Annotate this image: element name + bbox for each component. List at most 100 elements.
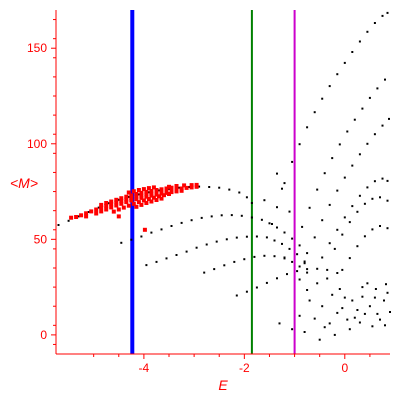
series-1-point bbox=[373, 296, 376, 299]
series-1-point bbox=[336, 228, 339, 231]
series-2-point bbox=[167, 192, 171, 196]
series-2-point bbox=[169, 188, 174, 192]
series-2-point bbox=[121, 205, 126, 210]
series-2-point bbox=[149, 199, 154, 204]
series-2-point bbox=[109, 205, 114, 210]
series-1-point bbox=[379, 196, 381, 199]
series-2-point bbox=[162, 193, 166, 198]
series-2-point bbox=[99, 209, 104, 214]
series-1-point bbox=[235, 236, 238, 239]
series-1-point bbox=[358, 194, 361, 197]
series-1-point bbox=[273, 255, 276, 258]
series-1-point bbox=[175, 254, 178, 256]
series-1-point bbox=[155, 260, 158, 263]
series-1-point bbox=[283, 256, 286, 259]
series-1-point bbox=[379, 318, 381, 321]
series-1-point bbox=[333, 247, 336, 250]
series-1-point bbox=[328, 85, 331, 88]
series-1-point bbox=[57, 224, 60, 226]
series-1-point bbox=[137, 193, 140, 196]
series-1-point bbox=[356, 309, 359, 311]
series-1-point bbox=[178, 186, 181, 189]
series-2-point bbox=[134, 204, 139, 209]
series-1-point bbox=[147, 191, 150, 194]
series-2-point bbox=[129, 196, 134, 201]
series-1-point bbox=[386, 291, 389, 294]
series-2-point bbox=[154, 190, 159, 195]
y-tick-label: 50 bbox=[34, 232, 48, 246]
series-1-point bbox=[308, 206, 311, 209]
series-1-point bbox=[268, 222, 271, 225]
series-2-point bbox=[184, 185, 189, 190]
series-2-point bbox=[94, 211, 99, 216]
series-1-point bbox=[386, 227, 389, 230]
series-1-point bbox=[313, 317, 316, 320]
series-1-point bbox=[358, 153, 361, 156]
series-2-point bbox=[124, 200, 129, 205]
series-1-point bbox=[316, 282, 319, 285]
series-1-point bbox=[328, 322, 331, 325]
series-1-point bbox=[203, 271, 206, 274]
series-1-point bbox=[348, 257, 351, 260]
series-1-point bbox=[255, 235, 258, 238]
series-1-point bbox=[253, 255, 256, 258]
series-2-point bbox=[154, 198, 159, 202]
series-2-point bbox=[141, 187, 146, 192]
series-1-point bbox=[225, 238, 228, 241]
series-1-point bbox=[316, 267, 319, 270]
series-2-point bbox=[167, 184, 171, 189]
series-1-point bbox=[255, 286, 258, 289]
series-1-point bbox=[276, 172, 278, 175]
series-1-point bbox=[160, 228, 163, 231]
series-1-point bbox=[376, 87, 379, 90]
series-1-point bbox=[245, 196, 248, 199]
series-2-point bbox=[126, 203, 131, 208]
series-2-point bbox=[119, 198, 124, 203]
series-1-point bbox=[306, 289, 309, 291]
series-2-point bbox=[114, 200, 119, 205]
series-2-point bbox=[139, 195, 144, 200]
series-1-point bbox=[263, 199, 266, 202]
series-1-point bbox=[238, 191, 241, 194]
series-1-point bbox=[379, 225, 381, 227]
series-1-point bbox=[353, 118, 356, 121]
series-1-point bbox=[371, 197, 374, 200]
series-1-point bbox=[313, 111, 316, 114]
series-1-point bbox=[303, 262, 306, 265]
series-1-point bbox=[168, 187, 170, 190]
series-2-point bbox=[134, 197, 139, 202]
series-2-point bbox=[151, 185, 156, 190]
series-1-point bbox=[298, 278, 301, 281]
series-1-point bbox=[127, 195, 130, 198]
series-2-point bbox=[136, 200, 141, 205]
y-axis-title: <M> bbox=[10, 175, 38, 191]
series-1-point bbox=[356, 245, 359, 248]
series-1-point bbox=[240, 214, 243, 217]
series-1-point bbox=[250, 216, 253, 219]
series-1-point bbox=[316, 188, 319, 191]
series-1-point bbox=[230, 214, 233, 217]
series-1-point bbox=[321, 97, 324, 100]
series-2-point bbox=[164, 190, 169, 195]
series-2-point bbox=[131, 201, 136, 206]
series-1-point bbox=[341, 233, 344, 236]
series-1-point bbox=[341, 307, 344, 310]
series-1-point bbox=[303, 331, 306, 333]
series-2-point bbox=[144, 194, 149, 199]
series-1-point bbox=[346, 318, 349, 321]
series-1-point bbox=[271, 223, 273, 225]
series-1-point bbox=[361, 107, 364, 110]
series-1-point bbox=[373, 22, 376, 24]
series-1-point bbox=[278, 322, 281, 325]
series-1-point bbox=[87, 211, 90, 213]
series-1-point bbox=[296, 253, 299, 256]
series-2-point bbox=[144, 189, 149, 194]
series-1-point bbox=[368, 305, 371, 308]
series-1-point bbox=[195, 246, 198, 249]
series-1-point bbox=[233, 260, 236, 263]
y-tick-label: 0 bbox=[40, 328, 47, 342]
series-1-point bbox=[301, 225, 304, 228]
series-2-point bbox=[94, 207, 99, 212]
series-2-point bbox=[154, 192, 159, 197]
series-1-point bbox=[283, 182, 286, 185]
